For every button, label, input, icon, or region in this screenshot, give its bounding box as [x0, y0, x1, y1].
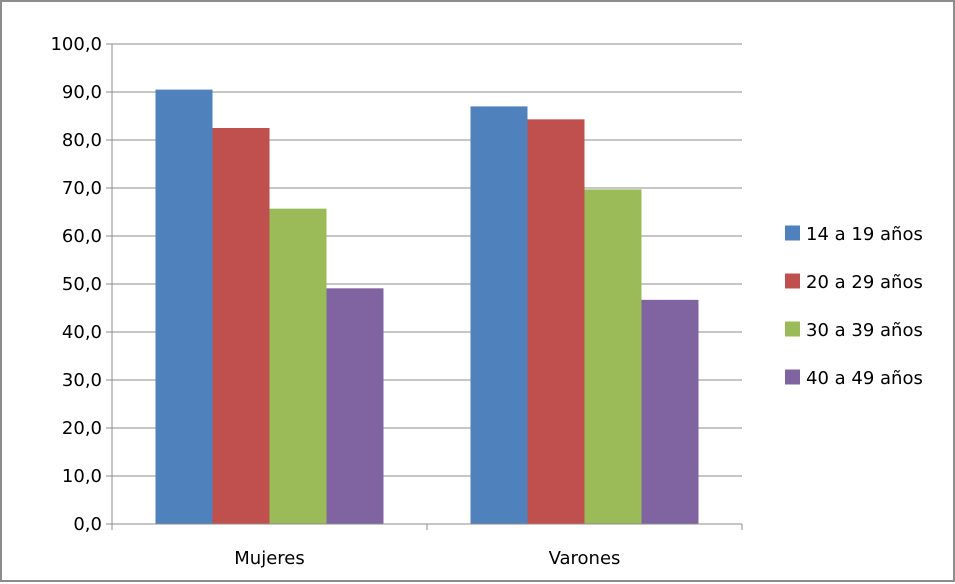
bar [527, 119, 585, 525]
y-tick-label: 70,0 [62, 178, 102, 199]
legend-label: 30 a 39 años [806, 320, 923, 341]
bar [269, 208, 327, 524]
legend-label: 20 a 29 años [806, 272, 923, 293]
y-tick-label: 30,0 [62, 370, 102, 391]
bar [470, 106, 528, 525]
bar [155, 89, 213, 524]
y-tick-label: 90,0 [62, 82, 102, 103]
bars [155, 89, 699, 525]
bar [641, 299, 699, 524]
y-tick-label: 50,0 [62, 274, 102, 295]
legend-swatch [785, 273, 800, 289]
legend-label: 14 a 19 años [806, 224, 923, 245]
y-tick-label: 20,0 [62, 418, 102, 439]
legend-swatch [785, 369, 800, 385]
y-tick-label: 100,0 [50, 34, 102, 55]
legend-label: 40 a 49 años [806, 368, 923, 389]
legend: 14 a 19 años 20 a 29 años 30 a 39 años 40 a… [785, 224, 923, 389]
legend-swatch [785, 321, 800, 337]
y-tick-label: 40,0 [62, 322, 102, 343]
x-category-label: Varones [549, 548, 621, 569]
bar [326, 288, 384, 524]
y-tick-label: 10,0 [62, 466, 102, 487]
axes: 0,0 10,0 20,0 30,0 40,0 50,0 60,0 70,0 80,0 90,0 1… [50, 34, 743, 569]
x-category-label: Mujeres [234, 548, 304, 569]
bar [584, 189, 642, 524]
bar [212, 128, 270, 524]
y-tick-label: 80,0 [62, 130, 102, 151]
legend-swatch [785, 225, 800, 241]
y-tick-label: 0,0 [73, 514, 102, 535]
y-tick-label: 60,0 [62, 226, 102, 247]
